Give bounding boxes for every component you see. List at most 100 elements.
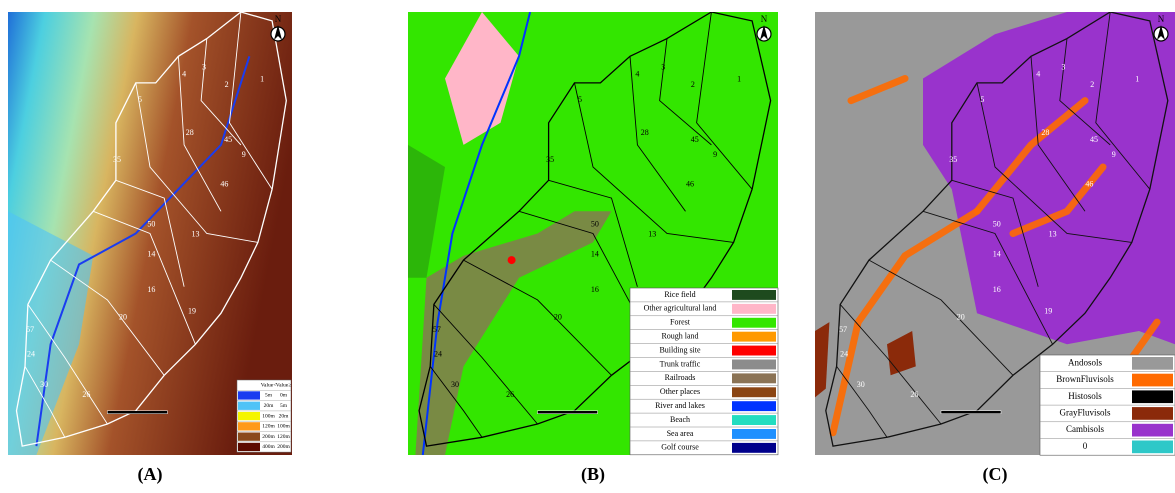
subbasin-label: 14	[147, 250, 155, 259]
north-label: N	[275, 14, 282, 24]
subbasin-label: 3	[1061, 63, 1065, 72]
subbasin-label: 46	[1085, 180, 1093, 189]
subbasin-label: 35	[949, 155, 957, 164]
subbasin-label: 57	[26, 325, 34, 334]
legend-swatch	[238, 433, 260, 441]
subbasin-label: 1	[1135, 75, 1139, 84]
legend-swatch	[1132, 441, 1173, 454]
subbasin-label: 24	[27, 350, 35, 359]
subbasin-label: 50	[993, 219, 1001, 228]
subbasin-label: 35	[113, 155, 121, 164]
subbasin-label: 4	[182, 70, 186, 79]
legend-value: 20m	[279, 413, 290, 419]
legend-swatch	[732, 443, 776, 453]
subbasin-label: 13	[1049, 230, 1057, 239]
subbasin-label: 16	[993, 285, 1001, 294]
subbasin-label: 28	[186, 128, 194, 137]
legend-label: Golf course	[661, 443, 699, 452]
subbasin-label: 1	[260, 75, 264, 84]
legend-value: 400m	[262, 444, 275, 450]
legend-swatch	[732, 332, 776, 342]
subbasin-label: 19	[188, 307, 196, 316]
legend-label: GrayFluvisols	[1059, 408, 1111, 418]
subbasin-label: 28	[1041, 128, 1049, 137]
subbasin-label: 24	[434, 350, 442, 359]
legend-value: 200m	[277, 444, 290, 450]
legend-value: 5m	[280, 403, 288, 409]
panel-label: (B)	[581, 464, 605, 485]
subbasin-label: 5	[980, 95, 984, 104]
legend-label: Other agricultural land	[644, 304, 717, 313]
legend-label: 0	[1083, 441, 1088, 451]
subbasin-label: 26	[506, 390, 514, 399]
legend-label: Trunk traffic	[660, 359, 701, 368]
subbasin-label: 13	[648, 230, 656, 239]
subbasin-label: 20	[119, 312, 127, 321]
north-label: N	[1158, 14, 1165, 24]
scale-bar	[107, 411, 167, 414]
subbasin-label: 24	[840, 350, 848, 359]
scale-bar	[941, 411, 1001, 414]
legend-label: BrownFluvisols	[1056, 374, 1114, 384]
subbasin-label: 30	[857, 380, 865, 389]
subbasin-label: 9	[1112, 150, 1116, 159]
subbasin-label: 30	[451, 380, 459, 389]
legend-swatch	[238, 402, 260, 410]
legend-swatch	[732, 290, 776, 300]
legend-label: River and lakes	[655, 401, 705, 410]
legend-swatch	[1132, 407, 1173, 420]
legend-value: 120m	[262, 424, 275, 430]
legend-value: 5m	[265, 393, 273, 399]
subbasin-label: 45	[224, 135, 232, 144]
legend-value: 120m	[277, 434, 290, 440]
figure: 1234591314161920242628303545465057N(A)12…	[0, 0, 1175, 493]
legend-label: Forest	[670, 318, 691, 327]
legend-swatch	[1132, 357, 1173, 370]
legend-swatch	[1132, 424, 1173, 437]
subbasin-label: 46	[220, 180, 228, 189]
legend-header: Value≥	[276, 382, 292, 388]
legend-label: Other places	[660, 387, 700, 396]
legend-swatch	[238, 391, 260, 399]
legend-swatch	[732, 346, 776, 356]
legend-swatch	[732, 415, 776, 425]
legend-swatch	[732, 304, 776, 314]
north-label: N	[761, 14, 768, 24]
subbasin-label: 16	[147, 285, 155, 294]
legend-swatch	[238, 443, 260, 451]
subbasin-label: 46	[686, 180, 694, 189]
subbasin-label: 19	[1044, 307, 1052, 316]
legend-label: Beach	[670, 415, 690, 424]
subbasin-label: 9	[242, 150, 246, 159]
built-patch	[508, 256, 516, 264]
subbasin-label: 45	[1090, 135, 1098, 144]
legend-swatch	[732, 429, 776, 439]
legend-value: 100m	[262, 413, 275, 419]
subbasin-label: 3	[661, 63, 665, 72]
subbasin-label: 13	[191, 230, 199, 239]
subbasin-label: 50	[591, 219, 599, 228]
legend-swatch	[238, 422, 260, 430]
subbasin-label: 1	[737, 75, 741, 84]
subbasin-label: 45	[691, 135, 699, 144]
legend-swatch	[732, 318, 776, 328]
subbasin-label: 4	[635, 70, 639, 79]
subbasin-label: 5	[578, 95, 582, 104]
legend-value: 200m	[262, 434, 275, 440]
scale-bar	[538, 411, 598, 414]
legend-swatch	[1132, 390, 1173, 403]
legend-swatch	[732, 387, 776, 397]
subbasin-label: 5	[138, 95, 142, 104]
subbasin-label: 35	[546, 155, 554, 164]
subbasin-label: 14	[591, 250, 599, 259]
legend-label: Rice field	[664, 290, 695, 299]
subbasin-label: 4	[1036, 70, 1040, 79]
legend-value: 0m	[280, 393, 288, 399]
legend-swatch	[732, 360, 776, 370]
subbasin-label: 9	[713, 150, 717, 159]
legend-value: 100m	[277, 424, 290, 430]
subbasin-label: 57	[839, 325, 847, 334]
subbasin-label: 26	[910, 390, 918, 399]
panel-label: (A)	[138, 464, 163, 485]
legend-label: Railroads	[665, 373, 696, 382]
